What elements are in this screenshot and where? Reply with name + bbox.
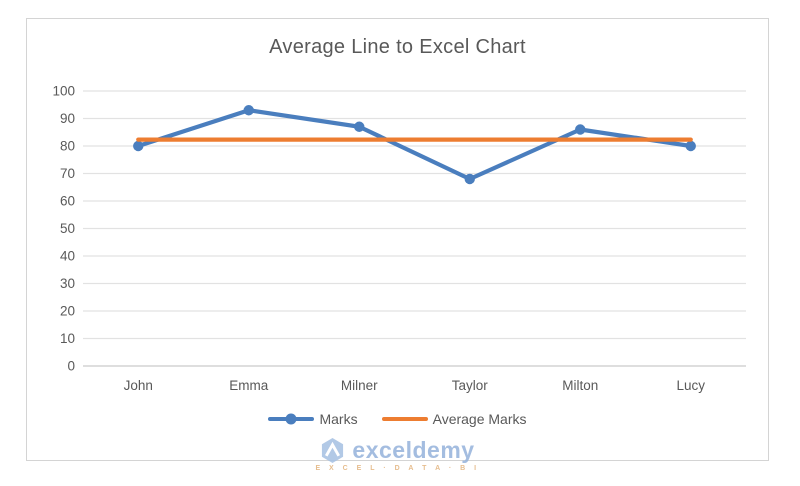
data-point-marker-marks[interactable] bbox=[243, 105, 254, 116]
chart-title[interactable]: Average Line to Excel Chart bbox=[269, 36, 526, 58]
y-axis-tick-label: 60 bbox=[60, 194, 75, 209]
legend-label-average-marks: Average Marks bbox=[432, 411, 527, 427]
x-axis-category-label: Taylor bbox=[452, 378, 489, 393]
legend-label-marks: Marks bbox=[319, 411, 358, 427]
y-axis-tick-label: 50 bbox=[60, 221, 75, 236]
series-line-marks[interactable] bbox=[136, 108, 693, 182]
chart-legend[interactable]: Marks Average Marks bbox=[26, 411, 769, 427]
y-axis-tick-label: 0 bbox=[67, 359, 75, 374]
chart-plot-frame[interactable] bbox=[26, 18, 769, 461]
legend-item-average-marks[interactable]: Average Marks bbox=[381, 411, 527, 427]
data-point-marker-marks[interactable] bbox=[575, 124, 586, 135]
data-point-marker-marks[interactable] bbox=[354, 121, 365, 132]
x-axis-category-label: Milton bbox=[562, 378, 598, 393]
y-axis-tick-label: 20 bbox=[60, 304, 75, 319]
legend-item-marks[interactable]: Marks bbox=[268, 411, 358, 427]
marks-marker-dot bbox=[285, 413, 297, 425]
data-point-marker-marks[interactable] bbox=[464, 173, 475, 185]
y-axis-tick-label: 10 bbox=[60, 331, 75, 346]
y-axis-tick-label: 30 bbox=[60, 276, 75, 291]
y-axis-tick-label: 100 bbox=[52, 84, 75, 99]
y-axis-tick-label: 90 bbox=[60, 111, 75, 126]
x-axis-category-label: Lucy bbox=[676, 378, 705, 393]
y-axis-tick-label: 70 bbox=[60, 166, 75, 181]
data-point-marker-marks[interactable] bbox=[685, 140, 696, 152]
y-axis-tick-label: 80 bbox=[60, 139, 75, 154]
x-axis-category-label: Emma bbox=[229, 378, 268, 393]
x-axis-category-label: Milner bbox=[341, 378, 378, 393]
data-point-marker-marks[interactable] bbox=[133, 140, 144, 152]
marks-series-swatch bbox=[268, 413, 315, 425]
average-marks-series-swatch bbox=[381, 417, 428, 421]
x-axis-category-label: John bbox=[124, 378, 153, 393]
y-axis-tick-label: 40 bbox=[60, 249, 75, 264]
